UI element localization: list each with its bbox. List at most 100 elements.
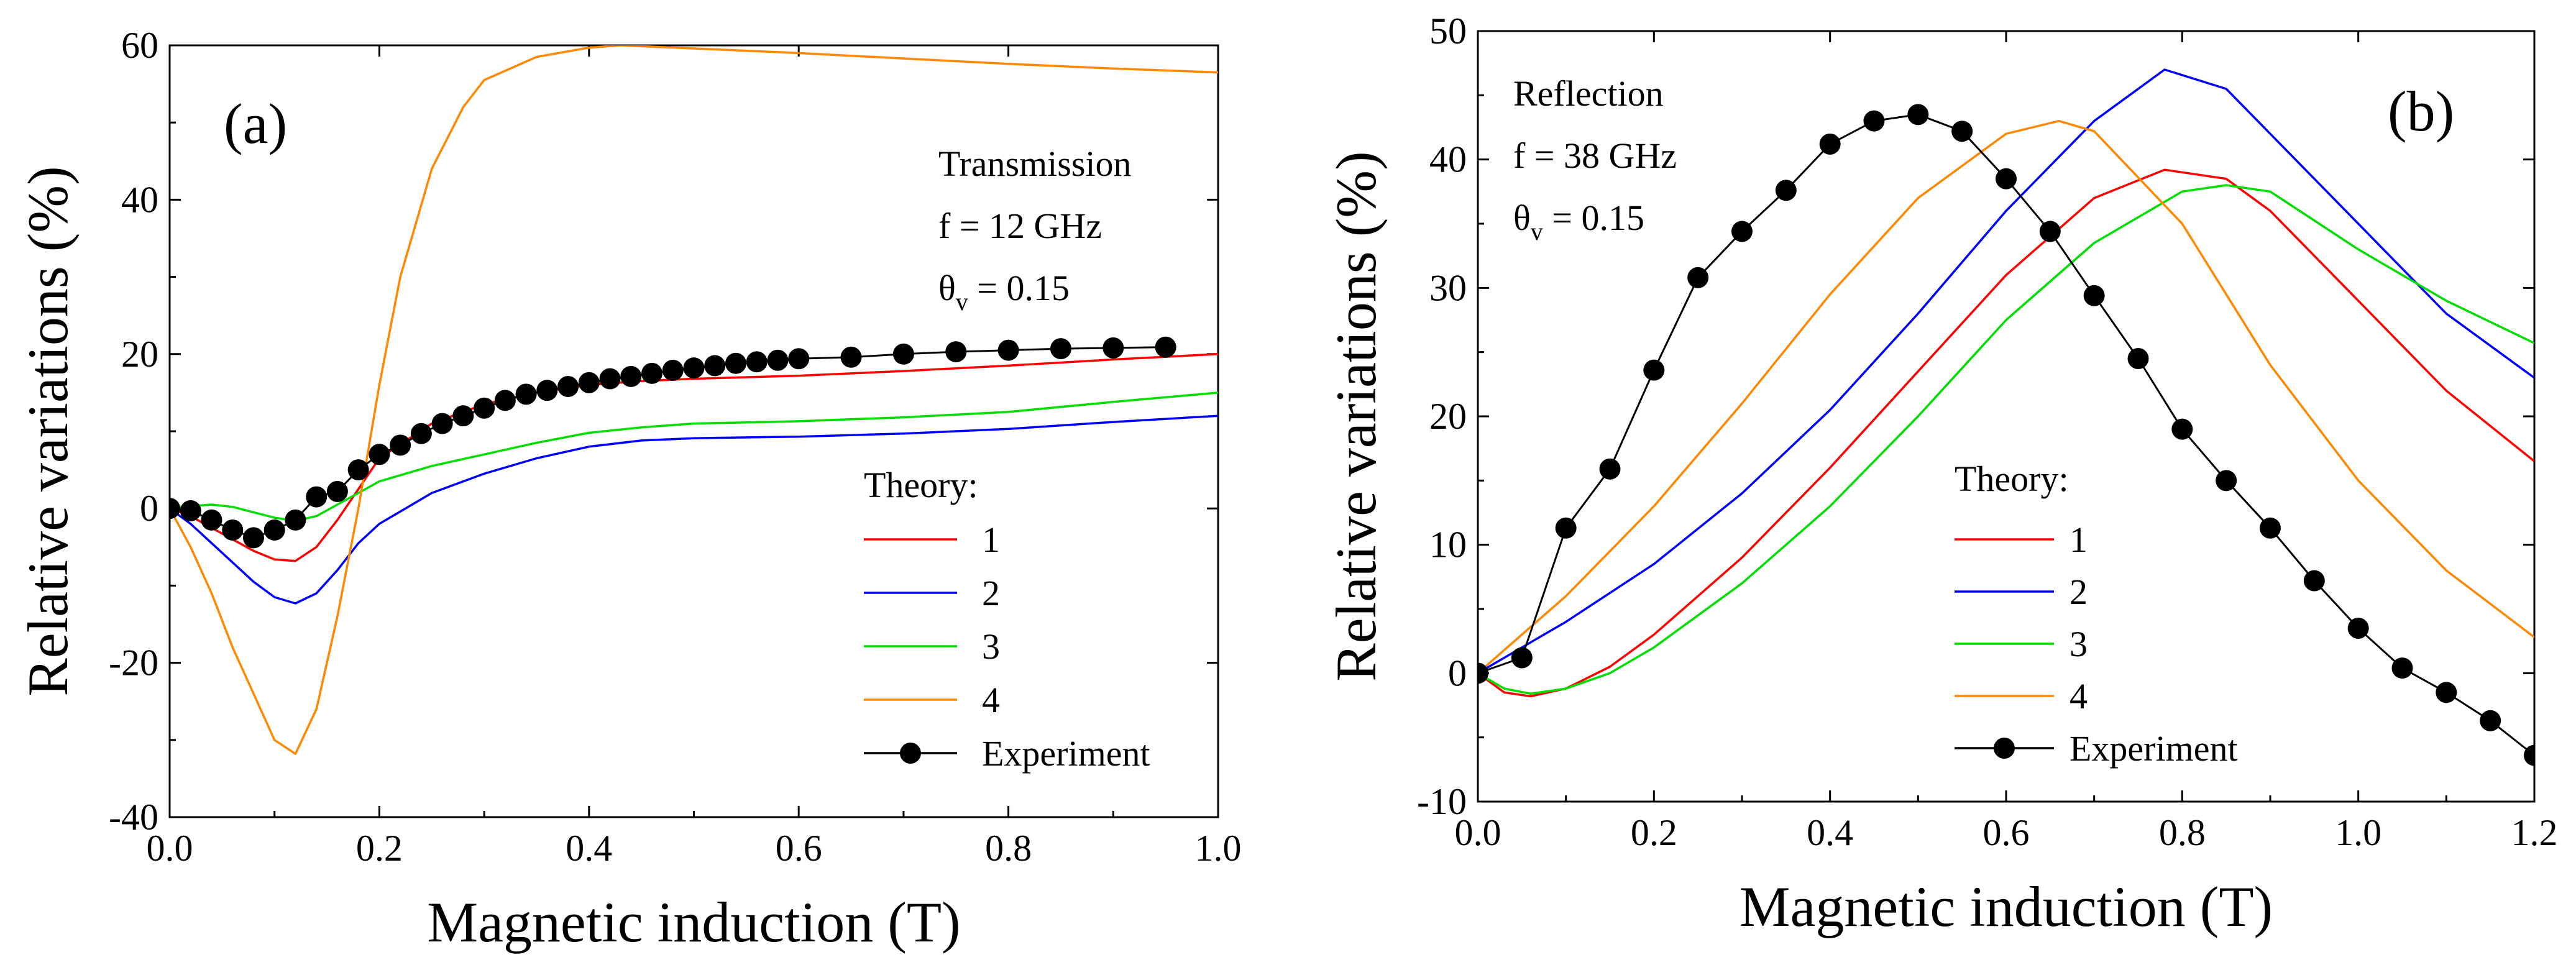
- y-tick-label: 10: [1429, 524, 1467, 565]
- experiment-point: [1555, 517, 1577, 539]
- experiment-point: [997, 339, 1019, 361]
- experiment-point: [2083, 285, 2105, 306]
- experiment-point: [1996, 168, 2017, 190]
- experiment-point: [2524, 744, 2534, 766]
- experiment-point: [892, 343, 914, 365]
- x-tick-label: 0.6: [776, 828, 822, 869]
- experiment-point: [704, 355, 726, 377]
- experiment-point: [1687, 267, 1709, 288]
- experiment-point: [662, 359, 684, 381]
- y-tick-label: -10: [1417, 781, 1467, 822]
- experiment-point: [2171, 418, 2193, 440]
- annotation-mode: Transmission: [938, 144, 1132, 184]
- experiment-point: [683, 357, 705, 379]
- experiment-point: [2480, 710, 2501, 731]
- y-tick-label: 0: [1448, 652, 1467, 693]
- experiment-point: [264, 519, 285, 541]
- x-tick-label: 0.6: [1983, 812, 2030, 853]
- experiment-point: [180, 500, 201, 521]
- x-tick-label: 0.0: [147, 828, 193, 869]
- theta-symbol: θ: [1513, 198, 1531, 238]
- experiment-point: [222, 519, 244, 541]
- legend-label-experiment: Experiment: [982, 733, 1150, 774]
- series-line-3: [1478, 184, 2534, 695]
- experiment-point: [557, 375, 579, 397]
- experiment-point: [1155, 336, 1176, 358]
- y-tick-label: 40: [1429, 139, 1467, 180]
- experiment-point: [1863, 110, 1885, 132]
- experiment-point: [578, 372, 600, 393]
- x-axis-title: Magnetic induction (T): [1739, 875, 2273, 938]
- experiment-point: [725, 352, 746, 374]
- experiment-point: [1731, 221, 1753, 242]
- series-group: [1478, 68, 2534, 766]
- panel-label: (b): [2388, 80, 2454, 143]
- annotation-frequency: f = 38 GHz: [1513, 135, 1677, 176]
- experiment-point: [242, 527, 264, 549]
- experiment-point: [536, 380, 558, 401]
- experiment-point: [1819, 133, 1841, 155]
- legend-label-1: 1: [2070, 519, 2088, 560]
- experiment-point: [746, 351, 768, 373]
- annotation-theta: θv = 0.15: [938, 268, 1070, 316]
- series-line-1: [1478, 168, 2534, 698]
- x-axis-title: Magnetic induction (T): [427, 890, 960, 954]
- x-tick-label: 0.4: [566, 828, 612, 869]
- series-line-2: [1478, 68, 2534, 674]
- experiment-point: [2436, 682, 2457, 703]
- experiment-point: [201, 509, 222, 531]
- experiment-point: [369, 444, 390, 465]
- x-tick-label: 0.2: [1631, 812, 1677, 853]
- y-tick-label: 60: [121, 25, 158, 66]
- experiment-point: [1102, 337, 1124, 359]
- experiment-point: [306, 486, 328, 508]
- experiment-point: [285, 509, 306, 531]
- y-axis-title: Relative variations (%): [1324, 151, 1388, 681]
- experiment-point: [326, 480, 348, 502]
- experiment-point: [515, 383, 537, 405]
- experiment-point: [1050, 338, 1071, 360]
- annotation-frequency: f = 12 GHz: [938, 206, 1102, 246]
- chart-panel-a: 0.0 0.2 0.4 0.6 0.8 1.0 -40 -20 0 20 40 60 Magnetic …: [16, 25, 1242, 954]
- x-tick-label: 0.4: [1807, 812, 1853, 853]
- experiment-point: [474, 397, 495, 419]
- theta-symbol: θ: [938, 268, 956, 308]
- theta-subscript: v: [1531, 217, 1543, 245]
- x-tick-label: 0.8: [985, 828, 1032, 869]
- experiment-point: [1775, 180, 1797, 201]
- experiment-point: [2391, 657, 2413, 679]
- x-tick-label: 1.0: [2335, 812, 2381, 853]
- experiment-point: [767, 349, 789, 371]
- y-tick-label: 0: [140, 488, 158, 529]
- experiment-point: [599, 368, 621, 390]
- experiment-point: [347, 459, 369, 481]
- legend-label-experiment: Experiment: [2070, 728, 2238, 769]
- legend-label-3: 3: [2070, 624, 2088, 664]
- y-tick-label: -40: [109, 797, 158, 838]
- experiment-point: [1951, 121, 1973, 142]
- x-tick-label: 0.8: [2159, 812, 2206, 853]
- experiment-point: [2260, 517, 2281, 539]
- legend-label-2: 2: [982, 573, 1000, 613]
- experiment-point: [390, 434, 411, 456]
- experiment-point: [641, 362, 663, 384]
- legend-title: Theory:: [1955, 459, 2069, 499]
- y-tick-label: 20: [1429, 396, 1467, 437]
- experiment-point: [2216, 470, 2237, 492]
- theta-value: = 0.15: [968, 268, 1070, 308]
- experiment-point: [1599, 458, 1621, 480]
- experiment-point: [1907, 104, 1929, 126]
- series-line-1: [170, 353, 1218, 562]
- annotation-mode: Reflection: [1513, 73, 1664, 114]
- legend-marker: [1994, 738, 2015, 759]
- series-line-2: [170, 414, 1218, 605]
- y-tick-label: -20: [109, 643, 158, 684]
- legend-marker: [900, 743, 921, 764]
- panel-label: (a): [224, 92, 287, 155]
- legend-title: Theory:: [864, 465, 978, 505]
- series-line-3: [170, 391, 1218, 522]
- chart-panel-b: 0.0 0.2 0.4 0.6 0.8 1.0 1.2 -10 0 10 20 30 40 50 Magne…: [1324, 11, 2558, 938]
- annotation-theta: θv = 0.15: [1513, 198, 1644, 245]
- y-tick-label: 30: [1429, 267, 1467, 308]
